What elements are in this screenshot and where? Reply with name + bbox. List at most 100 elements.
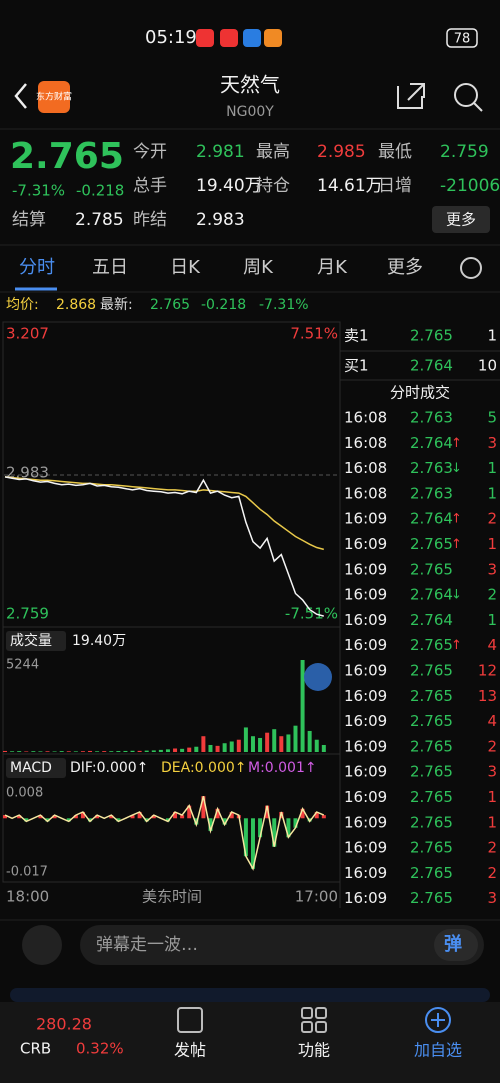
tab[interactable]: 周K — [243, 257, 274, 278]
trade-time: 16:09 — [344, 737, 387, 755]
trade-arrow: ↑ — [451, 537, 462, 552]
code: NG00Y — [226, 104, 274, 120]
avg-line — [4, 476, 324, 551]
ask-label: 卖1 — [344, 327, 369, 345]
volume-bar — [229, 741, 234, 752]
tab[interactable]: 月K — [317, 257, 348, 278]
send-button[interactable] — [434, 929, 478, 961]
volume-bar — [250, 736, 255, 752]
logo-text: 东方财富 — [36, 91, 72, 103]
trade-time: 16:09 — [344, 611, 387, 629]
field-value: 2.983 — [196, 210, 245, 230]
macd-bar — [229, 811, 234, 819]
trade-price: 2.765 — [410, 788, 453, 806]
trade-price: 2.764 — [410, 586, 453, 604]
trade-arrow: ↓ — [451, 461, 462, 476]
share-button[interactable] — [397, 83, 425, 109]
price-line — [4, 476, 324, 617]
volume-bar — [52, 751, 57, 752]
price-tick: 3.207 — [6, 325, 49, 343]
macd-bar — [314, 811, 319, 819]
volume-bar — [272, 729, 277, 752]
trade-vol: 2 — [487, 510, 497, 528]
volume-bar — [194, 746, 199, 752]
macd-bar — [151, 815, 156, 819]
tab[interactable]: 更多 — [387, 257, 423, 278]
danmaku-toggle[interactable] — [22, 925, 62, 965]
macd-bar — [88, 818, 93, 822]
macd-bar — [286, 818, 291, 838]
field-value: 19.40万 — [196, 176, 262, 196]
search-handle — [473, 102, 483, 112]
trade-time: 16:09 — [344, 839, 387, 857]
zoom-button[interactable] — [304, 663, 332, 691]
macd-bar — [24, 818, 29, 822]
x-end: 17:00 — [295, 888, 338, 906]
volume-bar — [201, 736, 206, 752]
trade-arrow: ↑ — [451, 638, 462, 653]
trade-price: 2.765 — [410, 763, 453, 781]
trade-vol: 1 — [487, 459, 497, 477]
macd-bar — [3, 815, 7, 819]
macd-bar — [173, 811, 178, 819]
add-icon — [425, 1007, 451, 1033]
input-placeholder: 弹幕走一波… — [96, 935, 198, 955]
trade-vol: 3 — [487, 560, 497, 578]
macd-selector[interactable] — [6, 758, 66, 778]
volume-bar — [130, 750, 135, 752]
trade-time: 16:09 — [344, 687, 387, 705]
trade-vol: 1 — [487, 788, 497, 806]
add-plus — [431, 1013, 445, 1027]
func-icon — [315, 1021, 327, 1033]
field-label: 总手 — [133, 176, 167, 196]
trade-price: 2.765 — [410, 636, 453, 654]
tab[interactable]: 五日 — [92, 257, 128, 278]
settings-button[interactable] — [460, 257, 482, 279]
search-button[interactable] — [454, 83, 478, 107]
macd-bar — [293, 818, 298, 828]
trade-vol: 3 — [487, 434, 497, 452]
info-change: -0.218 — [201, 297, 246, 313]
volume-bar — [187, 747, 192, 752]
volume-bar — [123, 750, 128, 752]
back-button[interactable] — [14, 83, 27, 109]
trade-price: 2.765 — [410, 839, 453, 857]
battery-level: 78 — [454, 32, 471, 47]
input-box[interactable] — [80, 925, 484, 965]
trade-time: 16:09 — [344, 889, 387, 907]
macd-bar — [17, 815, 22, 819]
nav-item[interactable]: 加自选 — [414, 1041, 462, 1060]
trade-vol: 2 — [487, 586, 497, 604]
macd-bar — [45, 818, 50, 822]
nav-item[interactable]: 功能 — [298, 1041, 330, 1060]
volume-bar — [59, 751, 64, 752]
trade-time: 16:09 — [344, 560, 387, 578]
trade-arrow: ↑ — [451, 512, 462, 527]
trade-price: 2.765 — [410, 864, 453, 882]
volume-bar — [116, 751, 121, 752]
func-icon — [301, 1021, 313, 1033]
volume-bar — [300, 660, 305, 752]
trade-price: 2.765 — [410, 662, 453, 680]
volume-bar — [38, 751, 43, 752]
volume-selector[interactable] — [6, 631, 66, 651]
macd-dif: DIF:0.000↑ — [70, 760, 148, 776]
volume-bar — [314, 739, 319, 752]
tab[interactable]: 日K — [170, 257, 201, 278]
nav-item[interactable]: 发帖 — [174, 1041, 206, 1060]
macd-bar — [194, 818, 199, 825]
trade-arrow: ↓ — [451, 588, 462, 603]
trade-price: 2.765 — [410, 560, 453, 578]
trade-vol: 12 — [478, 662, 497, 680]
more-button[interactable] — [432, 206, 490, 233]
trade-price: 2.765 — [410, 813, 453, 831]
volume-bar — [208, 744, 213, 752]
volume-bar — [265, 732, 270, 752]
tab[interactable]: 分时 — [19, 257, 55, 278]
macd-bar — [109, 815, 114, 819]
macd-bar — [250, 818, 255, 869]
macd-bar — [144, 818, 149, 822]
macd-bar — [265, 805, 270, 819]
field-value: 2.785 — [75, 210, 124, 230]
